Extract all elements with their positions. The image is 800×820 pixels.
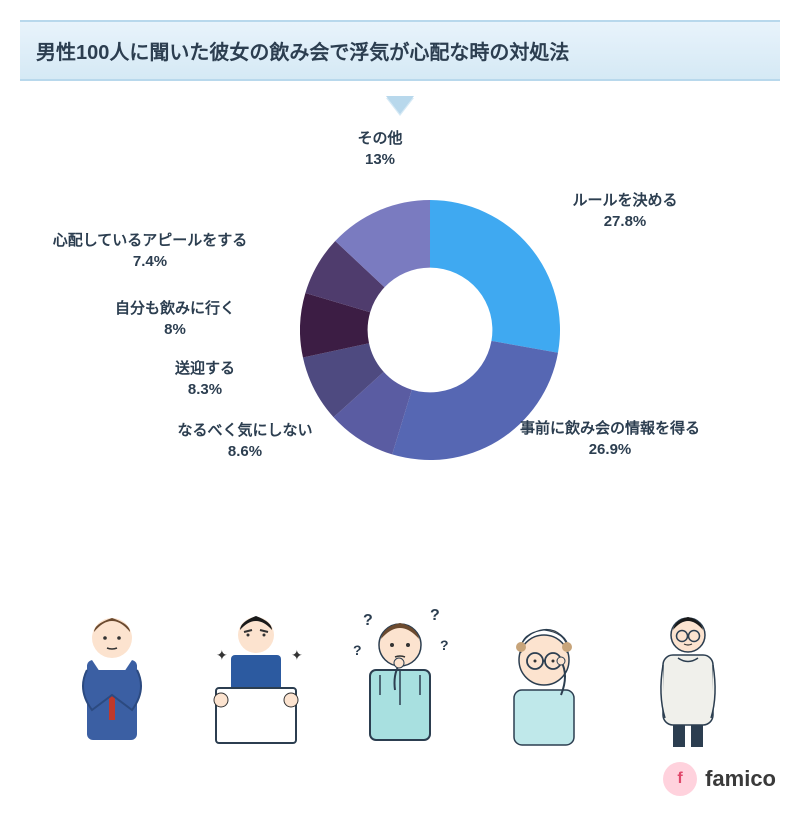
person-businessman-icon (40, 600, 184, 750)
page-title: 男性100人に聞いた彼女の飲み会で浮気が心配な時の対処法 (20, 20, 780, 81)
slice-label: その他 13% (260, 128, 500, 170)
people-illustration-row: ✦✦ ? ? ? ? (0, 590, 800, 750)
slice-label-percent: 7.4% (30, 251, 270, 272)
person-glasses-icon (472, 605, 616, 750)
slice-label-percent: 8.6% (125, 441, 365, 462)
slice-label-text: 自分も飲みに行く (115, 300, 235, 317)
slice-label: 送迎する 8.3% (85, 358, 325, 400)
logo-text: famico (705, 766, 776, 792)
svg-text:?: ? (363, 612, 373, 629)
slice-label: 事前に飲み会の情報を得る 26.9% (490, 418, 730, 460)
slice-label-percent: 8.3% (85, 379, 325, 400)
person-standing-icon (616, 600, 760, 750)
slice-label-text: 心配しているアピールをする (53, 232, 248, 249)
slice-label: なるべく気にしない 8.6% (125, 420, 365, 462)
slice-label-percent: 26.9% (490, 439, 730, 460)
title-text: 男性100人に聞いた彼女の飲み会で浮気が心配な時の対処法 (36, 42, 569, 64)
slice-label: 自分も飲みに行く 8% (55, 298, 295, 340)
person-thinking-icon: ? ? ? ? (328, 595, 472, 750)
slice-label-percent: 13% (260, 149, 500, 170)
svg-text:?: ? (430, 607, 440, 624)
person-holding-sign-icon: ✦✦ (184, 600, 328, 750)
chart-area: ルールを決める 27.8% 事前に飲み会の情報を得る 26.9% なるべく気にしない 8.… (0, 120, 800, 620)
slice-label-percent: 8% (55, 319, 295, 340)
slice-label-text: なるべく気にしない (177, 422, 312, 439)
slice-label-text: 送迎する (175, 360, 235, 377)
slice-label-text: 事前に飲み会の情報を得る (520, 420, 700, 437)
slice-label: 心配しているアピールをする 7.4% (30, 230, 270, 272)
slice-label-text: その他 (357, 130, 402, 147)
slice-label-text: ルールを決める (572, 192, 677, 209)
logo-badge-icon: f (663, 762, 697, 796)
svg-text:?: ? (440, 637, 449, 653)
slice-label: ルールを決める 27.8% (505, 190, 745, 232)
slice-label-percent: 27.8% (505, 211, 745, 232)
svg-text:✦: ✦ (216, 647, 228, 663)
title-pointer-decoration (386, 98, 414, 116)
famico-logo: f famico (663, 762, 776, 796)
svg-text:✦: ✦ (291, 647, 303, 663)
svg-text:?: ? (353, 642, 362, 658)
